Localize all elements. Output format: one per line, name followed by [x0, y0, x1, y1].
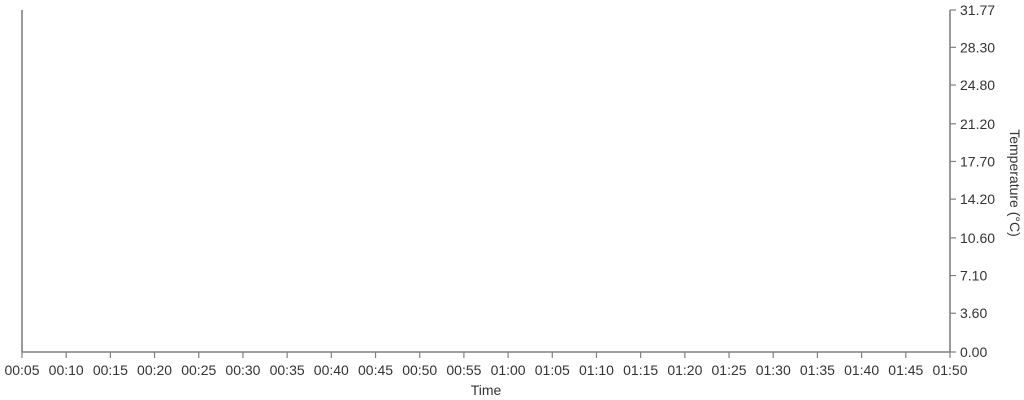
x-tick-label: 01:30 — [756, 362, 791, 378]
y-tick-label: 7.10 — [960, 268, 987, 284]
y-tick-label: 14.20 — [960, 191, 995, 207]
y-tick-label: 21.20 — [960, 116, 995, 132]
x-tick-label: 01:40 — [844, 362, 879, 378]
y-tick-label: 24.80 — [960, 77, 995, 93]
x-tick-label: 01:25 — [712, 362, 747, 378]
y-tick-label: 17.70 — [960, 153, 995, 169]
y-tick-label: 3.60 — [960, 305, 987, 321]
x-tick-label: 01:05 — [535, 362, 570, 378]
y-tick-label: 0.00 — [960, 344, 987, 360]
x-tick-label: 00:45 — [358, 362, 393, 378]
x-axis-title: Time — [471, 382, 502, 398]
x-tick-label: 00:30 — [225, 362, 260, 378]
x-tick-label: 00:15 — [93, 362, 128, 378]
y-ticks: 0.00 3.60 7.10 10.60 14.20 17.70 21.20 24.80 28.… — [950, 2, 995, 360]
x-tick-label: 00:20 — [137, 362, 172, 378]
x-tick-label: 00:25 — [181, 362, 216, 378]
y-tick-label: 28.30 — [960, 39, 995, 55]
axes-layer — [21, 10, 951, 353]
x-tick-label: 01:45 — [888, 362, 923, 378]
x-tick-label: 01:35 — [800, 362, 835, 378]
x-tick-label: 00:40 — [314, 362, 349, 378]
x-tick-label: 00:05 — [4, 362, 39, 378]
y-tick-label: 10.60 — [960, 230, 995, 246]
x-tick-label: 00:35 — [270, 362, 305, 378]
x-tick-label: 00:10 — [49, 362, 84, 378]
x-tick-label: 01:15 — [623, 362, 658, 378]
x-tick-label: 01:20 — [667, 362, 702, 378]
x-tick-label: 01:50 — [932, 362, 967, 378]
y-tick-label: 31.77 — [960, 2, 995, 18]
x-tick-label: 01:10 — [579, 362, 614, 378]
x-tick-label: 00:55 — [446, 362, 481, 378]
x-tick-label: 00:50 — [402, 362, 437, 378]
y-axis-title: Temperature (°C) — [1007, 129, 1023, 237]
x-tick-label: 01:00 — [491, 362, 526, 378]
x-ticks: 00:05 00:10 00:15 00:20 00:25 00:30 00:35 00:40… — [4, 352, 968, 378]
